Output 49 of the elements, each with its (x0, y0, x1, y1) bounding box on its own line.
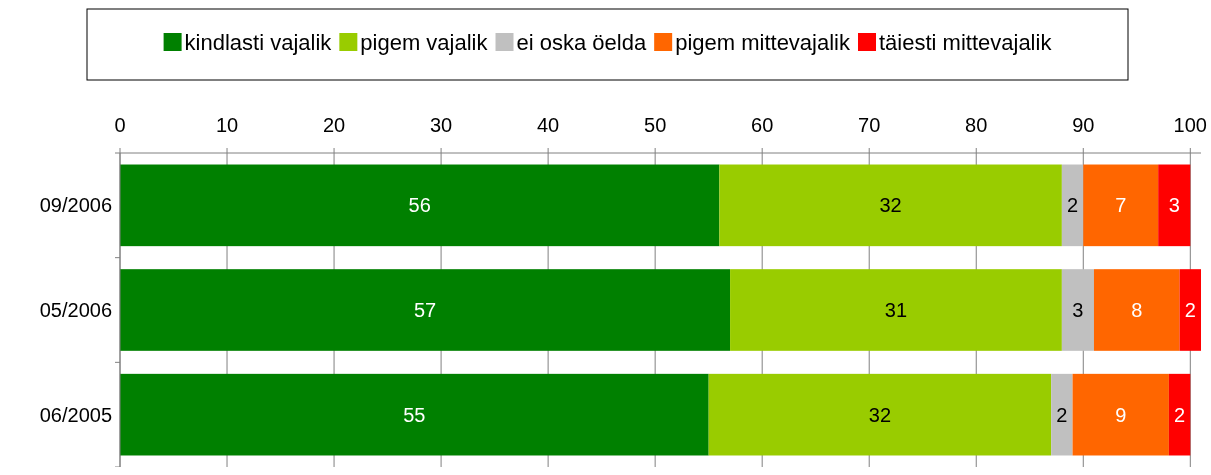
data-label: 56 (408, 194, 431, 217)
y-tick-label: 06/2005 (39, 403, 112, 426)
bar (1168, 373, 1191, 456)
legend-label: pigem mittevajalik (675, 29, 851, 55)
data-label: 57 (413, 299, 437, 321)
x-tick-label: 50 (644, 114, 667, 136)
legend-label: kindlasti vajalik (184, 29, 333, 55)
x-tick-label: 40 (536, 114, 560, 136)
bar (120, 164, 720, 247)
x-tick-label: 20 (322, 114, 346, 136)
bar (1061, 164, 1084, 247)
x-tick-label: 30 (429, 114, 453, 136)
data-label: 3 (1168, 194, 1180, 217)
bar (719, 164, 1062, 247)
data-label: 3 (1072, 299, 1084, 321)
data-label: 31 (884, 299, 908, 321)
x-tick-label: 80 (965, 114, 988, 136)
legend-label: pigem vajalik (360, 29, 489, 55)
bar (1158, 164, 1191, 247)
data-label: 32 (868, 403, 892, 426)
data-label: 2 (1056, 403, 1068, 426)
bar (1061, 269, 1094, 351)
x-tick-label: 100 (1173, 114, 1207, 136)
bar (1179, 269, 1201, 351)
bar (708, 373, 1052, 456)
y-tick-label: 09/2006 (39, 194, 112, 217)
x-tick-label: 70 (858, 114, 881, 136)
data-label: 55 (403, 403, 426, 426)
data-label: 2 (1067, 194, 1079, 217)
bar (120, 269, 731, 351)
bar (1093, 269, 1180, 351)
x-tick-label: 0 (114, 114, 126, 136)
x-tick-label: 10 (215, 114, 239, 136)
bar (120, 373, 709, 456)
data-label: 2 (1174, 403, 1186, 426)
legend-label: ei oska öelda (516, 29, 647, 55)
data-label: 7 (1115, 194, 1127, 217)
data-label: 2 (1184, 299, 1196, 321)
x-tick-label: 60 (751, 114, 774, 136)
data-label: 8 (1131, 299, 1143, 321)
data-label: 32 (879, 194, 902, 217)
bar (1083, 164, 1159, 247)
bar (1072, 373, 1169, 456)
x-tick-label: 90 (1072, 114, 1095, 136)
bar (730, 269, 1062, 351)
legend-label: täiesti mittevajalik (879, 29, 1053, 55)
bar (1051, 373, 1073, 456)
y-tick-label: 05/2006 (39, 299, 112, 321)
data-label: 9 (1115, 403, 1127, 426)
